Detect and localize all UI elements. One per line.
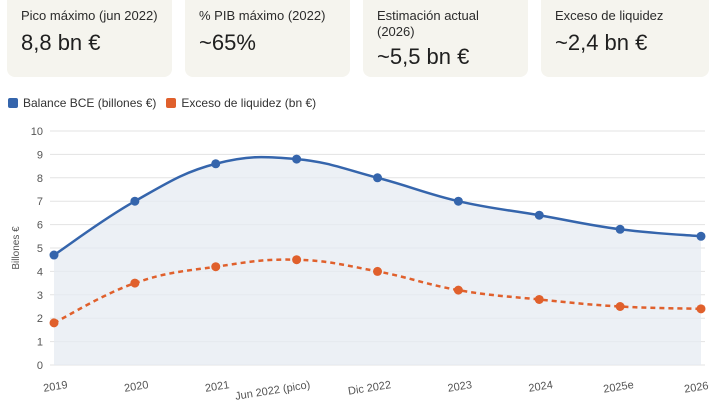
data-point-liquidity — [292, 255, 302, 265]
y-tick-label: 3 — [37, 290, 43, 302]
x-tick-label: 2025e — [603, 379, 635, 396]
legend-label-balance: Balance BCE (billones €) — [23, 96, 157, 110]
y-tick-label: 4 — [37, 266, 43, 278]
data-point-liquidity — [615, 302, 625, 311]
data-point-balance — [211, 159, 221, 169]
legend-item-balance[interactable]: Balance BCE (billones €) — [8, 96, 156, 110]
kpi-card-gdp: % PIB máximo (2022) ~65% — [185, 0, 350, 77]
data-point-balance — [534, 210, 544, 220]
kpi-label: Exceso de liquidez — [555, 8, 664, 23]
data-point-liquidity — [130, 278, 140, 288]
y-tick-label: 1 — [37, 337, 43, 349]
data-point-balance — [130, 196, 140, 206]
data-point-liquidity — [696, 304, 706, 314]
data-point-liquidity — [49, 318, 59, 328]
chart-legend: Balance BCE (billones €) Exceso de liqui… — [8, 95, 326, 111]
data-point-balance — [49, 250, 59, 260]
y-tick-label: 5 — [37, 243, 43, 255]
kpi-value: ~2,4 bn € — [555, 30, 648, 55]
legend-label-liquidity: Exceso de liquidez (bn €) — [181, 96, 317, 110]
y-tick-label: 0 — [37, 360, 43, 372]
legend-item-liquidity[interactable]: Exceso de liquidez (bn €) — [166, 96, 316, 110]
y-axis-title: Billones € — [11, 226, 22, 270]
data-point-liquidity — [211, 262, 221, 272]
x-tick-label: Jun 2022 (pico) — [234, 379, 311, 403]
kpi-card-estimate: Estimación actual (2026) ~5,5 bn € — [363, 0, 528, 77]
x-tick-label: 2024 — [528, 379, 554, 395]
legend-swatch-liquidity — [166, 98, 177, 108]
kpi-value: ~65% — [199, 30, 256, 55]
data-point-balance — [373, 173, 382, 183]
data-point-liquidity — [453, 285, 463, 295]
data-point-balance — [292, 154, 302, 164]
kpi-label: Estimación actual (2026) — [377, 8, 479, 39]
y-tick-label: 2 — [37, 313, 43, 325]
x-tick-label: 2026e — [683, 379, 709, 396]
y-tick-label: 9 — [37, 149, 43, 161]
data-point-balance — [696, 231, 706, 241]
kpi-card-peak: Pico máximo (jun 2022) 8,8 bn € — [7, 0, 172, 77]
kpi-label: Pico máximo (jun 2022) — [21, 8, 158, 23]
y-tick-label: 6 — [37, 220, 43, 232]
kpi-row: Pico máximo (jun 2022) 8,8 bn € % PIB má… — [7, 0, 709, 77]
kpi-value: 8,8 bn € — [21, 30, 101, 55]
kpi-value: ~5,5 bn € — [377, 44, 470, 69]
data-point-balance — [453, 196, 463, 206]
x-tick-label: 2019 — [42, 379, 68, 395]
x-tick-label: Dic 2022 — [347, 379, 392, 398]
data-point-balance — [615, 224, 625, 234]
x-tick-label: 2020 — [123, 379, 149, 395]
y-tick-label: 7 — [37, 196, 43, 208]
x-tick-label: 2021 — [204, 379, 230, 395]
series-area-balance — [54, 157, 701, 365]
kpi-card-liquidity: Exceso de liquidez ~2,4 bn € — [541, 0, 709, 77]
legend-swatch-balance — [8, 98, 18, 108]
kpi-label: % PIB máximo (2022) — [199, 8, 326, 23]
x-tick-label: 2023 — [447, 379, 473, 395]
y-tick-label: 10 — [31, 126, 43, 138]
data-point-liquidity — [534, 294, 544, 304]
data-point-liquidity — [373, 266, 382, 276]
y-tick-label: 8 — [37, 173, 43, 185]
